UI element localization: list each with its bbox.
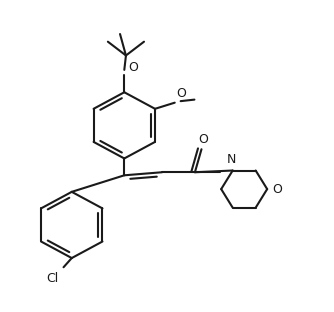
- Text: O: O: [128, 61, 138, 74]
- Text: Cl: Cl: [46, 272, 58, 285]
- Text: O: O: [176, 87, 186, 100]
- Text: O: O: [198, 133, 208, 146]
- Text: O: O: [272, 183, 282, 196]
- Text: N: N: [226, 153, 236, 166]
